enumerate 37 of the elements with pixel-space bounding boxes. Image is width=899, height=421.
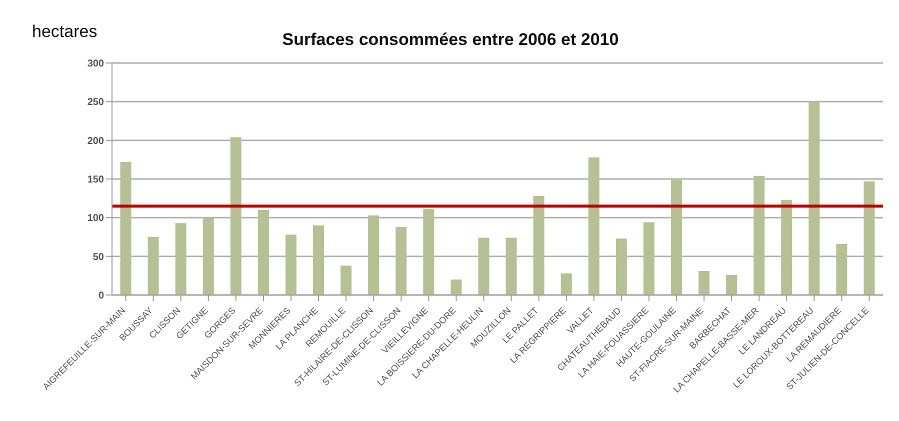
y-tick-label: 0: [98, 290, 104, 302]
bar: [506, 238, 517, 295]
bar: [560, 273, 572, 295]
bar: [175, 223, 186, 295]
bar: [754, 176, 765, 295]
bar: [726, 274, 738, 295]
bar: [533, 196, 544, 295]
y-axis-title: hectares: [32, 22, 98, 42]
bar: [643, 222, 654, 295]
y-tick-label: 200: [87, 136, 104, 147]
bar: [670, 179, 682, 295]
bar: [450, 280, 462, 295]
bar: [120, 162, 132, 295]
chart-title: Surfaces consommées entre 2006 et 2010: [282, 30, 619, 49]
y-tick-label: 300: [87, 58, 104, 70]
bar: [588, 157, 600, 295]
bar: [423, 209, 434, 295]
y-tick-label: 50: [92, 252, 104, 263]
bar: [616, 238, 627, 295]
bar: [313, 225, 324, 295]
bar: [368, 215, 380, 295]
bar: [478, 238, 490, 295]
bar: [836, 244, 848, 295]
y-tick-label: 100: [87, 213, 104, 224]
bar: [230, 137, 242, 295]
bar: [698, 271, 710, 295]
bar: [148, 237, 159, 295]
bar: [340, 266, 352, 295]
bar: [781, 200, 792, 295]
bar: [396, 226, 407, 295]
bar: [808, 102, 820, 295]
bar: [285, 234, 296, 295]
y-tick-label: 250: [87, 97, 104, 108]
bar: [864, 181, 875, 295]
y-tick-label: 150: [87, 174, 104, 186]
bar: [258, 210, 269, 295]
bar: [202, 218, 214, 295]
